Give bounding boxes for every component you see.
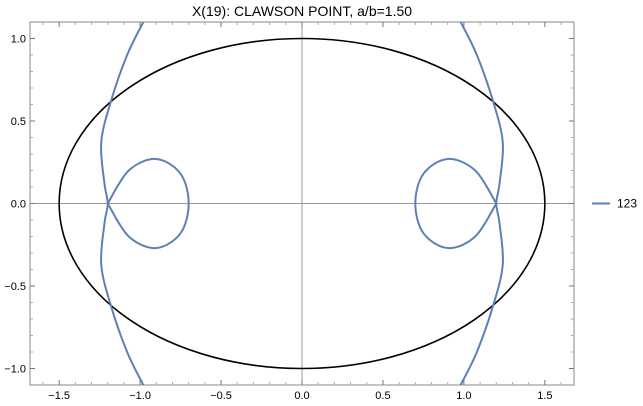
x-tick-label: −1.5 <box>48 390 70 402</box>
x-tick-label: 1.5 <box>537 390 552 402</box>
series-loop-0 <box>106 157 190 250</box>
y-tick-label: 0.0 <box>11 199 26 211</box>
ticks: −1.5 −1.0 −0.5 0.0 0.5 1.0 1.5 −1.0 −0.5 0.0 0.5 1.… <box>4 22 574 402</box>
chart-title: X(19): CLAWSON POINT, a/b=1.50 <box>192 3 412 19</box>
x-tick-label: 1.0 <box>456 390 471 402</box>
legend-label: 123 <box>617 197 637 211</box>
y-tick-label: 0.5 <box>11 116 26 128</box>
series-layer <box>100 22 504 385</box>
axes <box>30 22 574 385</box>
ellipse-curve <box>58 37 546 370</box>
y-tick-label: −0.5 <box>4 281 26 293</box>
y-tick-label: 1.0 <box>11 34 26 46</box>
series-arc-1 <box>459 22 504 385</box>
x-tick-label: 0.5 <box>375 390 390 402</box>
series-arc-0 <box>100 22 145 385</box>
y-tick-label: −1.0 <box>4 364 26 376</box>
ellipse-layer <box>58 37 546 370</box>
legend: 123 <box>592 197 637 211</box>
x-tick-label: −0.5 <box>210 390 232 402</box>
x-tick-label: 0.0 <box>294 390 309 402</box>
series-loop-1 <box>414 157 498 250</box>
x-tick-label: −1.0 <box>129 390 151 402</box>
